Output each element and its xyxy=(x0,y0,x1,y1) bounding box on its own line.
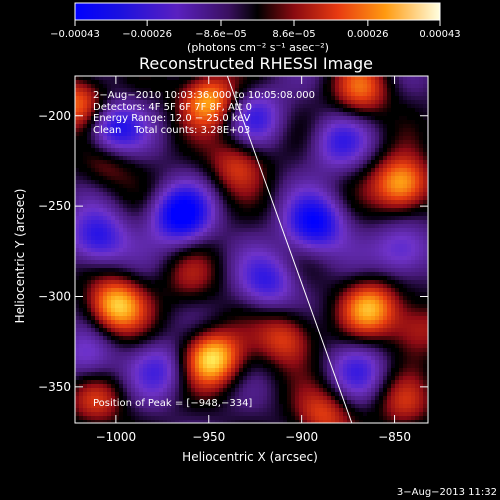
footer-timestamp: 3−Aug−2013 11:32 xyxy=(397,487,497,498)
solar-limb-line xyxy=(226,76,353,423)
x-tick-label: −900 xyxy=(285,430,318,444)
colorbar: −0.00043 −0.00026 −8.6e−05 8.6e−05 0.00026 0.… xyxy=(50,2,461,54)
colorbar-gradient xyxy=(74,2,441,21)
y-axis-label: Heliocentric Y (arcsec) xyxy=(13,189,27,324)
heatmap-image xyxy=(75,76,428,423)
colorbar-tick-label: −8.6e−05 xyxy=(195,29,247,40)
annotations: 2−Aug−2010 10:03:36.000 to 10:05:08.000 … xyxy=(93,90,315,409)
colorbar-tick-label: −0.00043 xyxy=(50,29,100,40)
colorbar-tick-label: −0.00026 xyxy=(122,29,172,40)
colorbar-tick-label: 0.00043 xyxy=(419,29,460,40)
plot-frame xyxy=(74,75,429,424)
annotation-method-counts: Clean Total counts: 3.28E+03 xyxy=(93,125,250,136)
annotation-peak-position: Position of Peak = [−948,−334] xyxy=(93,398,252,409)
colorbar-ticks: −0.00043 −0.00026 −8.6e−05 8.6e−05 0.00026 0.… xyxy=(50,20,461,40)
annotation-time-range: 2−Aug−2010 10:03:36.000 to 10:05:08.000 xyxy=(93,90,315,101)
y-tick-label: −200 xyxy=(38,109,71,123)
x-tick-label: −1000 xyxy=(96,430,137,444)
annotation-detectors: Detectors: 4F 5F 6F 7F 8F, Att 0 xyxy=(93,102,252,113)
y-tick-label: −350 xyxy=(38,380,71,394)
axis-ticks: −1000 −950 −900 −850 −200 −250 −300 −350 xyxy=(38,76,428,444)
plot-area: −1000 −950 −900 −850 −200 −250 −300 −350 xyxy=(38,75,429,444)
x-axis-label: Heliocentric X (arcsec) xyxy=(182,450,318,464)
y-tick-label: −250 xyxy=(38,199,71,213)
colorbar-tick-label: 8.6e−05 xyxy=(272,29,315,40)
y-tick-label: −300 xyxy=(38,289,71,303)
x-tick-label: −950 xyxy=(192,430,225,444)
x-tick-label: −850 xyxy=(378,430,411,444)
colorbar-unit-label: (photons cm⁻² s⁻¹ asec⁻²) xyxy=(187,41,329,54)
chart-title: Reconstructed RHESSI Image xyxy=(139,54,373,73)
colorbar-tick-label: 0.00026 xyxy=(347,29,388,40)
annotation-energy-range: Energy Range: 12.0 − 25.0 keV xyxy=(93,113,250,124)
